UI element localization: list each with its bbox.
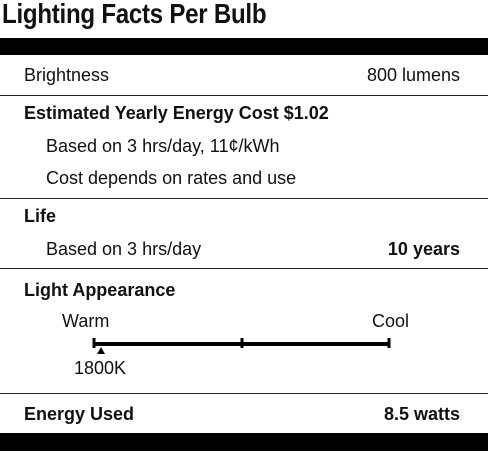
energy-cost-note: Based on 3 hrs/day, 11¢/kWh <box>46 136 280 156</box>
top-bar <box>0 38 488 55</box>
divider <box>0 95 488 96</box>
scale-right: Cool <box>372 311 410 331</box>
brightness-label: Brightness <box>24 65 110 85</box>
bottom-bar <box>0 433 488 451</box>
light-appearance-value: 1800K <box>74 358 127 378</box>
life-note: Based on 3 hrs/day <box>46 239 202 259</box>
divider <box>0 198 488 199</box>
life-label: Life <box>24 206 57 226</box>
energy-cost-note: Cost depends on rates and use <box>46 168 297 188</box>
scale-left: Warm <box>62 311 110 331</box>
divider <box>0 268 488 269</box>
energy-used-value: 8.5 watts <box>383 404 460 424</box>
title: Lighting Facts Per Bulb <box>2 0 267 29</box>
brightness-value: 800 lumens <box>366 65 460 85</box>
energy-cost-label: Estimated Yearly Energy Cost $1.02 <box>24 103 329 123</box>
scale-pointer <box>97 347 105 354</box>
light-appearance-label: Light Appearance <box>24 280 176 300</box>
divider <box>0 393 488 394</box>
energy-used-label: Energy Used <box>24 404 135 424</box>
life-value: 10 years <box>387 239 460 259</box>
color-scale <box>92 338 391 354</box>
